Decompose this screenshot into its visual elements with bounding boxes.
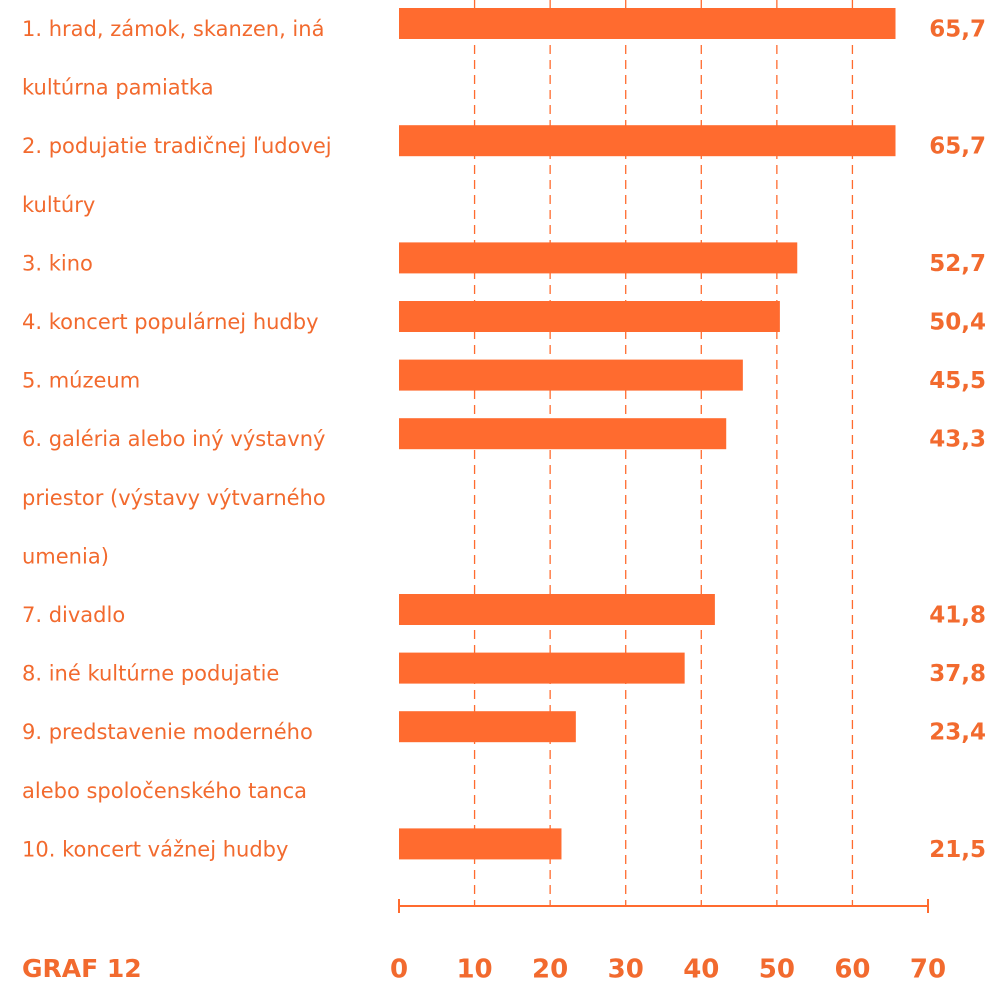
- category-label: 6. galéria alebo iný výstavný: [22, 427, 325, 451]
- value-label: 52,7: [929, 251, 986, 277]
- category-label: alebo spoločenského tanca: [22, 779, 307, 803]
- bar: [399, 594, 715, 625]
- bar: [399, 828, 562, 860]
- category-label: 10. koncert vážnej hudby: [22, 837, 288, 861]
- x-tick-label: 50: [759, 955, 795, 981]
- category-label: 8. iné kultúrne podujatie: [22, 662, 279, 686]
- category-label: 4. koncert populárnej hudby: [22, 310, 319, 334]
- category-label: 1. hrad, zámok, skanzen, iná: [22, 17, 324, 41]
- x-tick-label: 20: [532, 955, 568, 981]
- value-label: 50,4: [929, 310, 986, 336]
- value-label: 21,5: [929, 837, 986, 863]
- category-label: 5. múzeum: [22, 369, 140, 393]
- category-label: kultúrna pamiatka: [22, 76, 214, 100]
- value-label: 37,8: [929, 661, 986, 687]
- chart-title: GRAF 12: [22, 954, 142, 981]
- bar: [399, 359, 743, 391]
- bar: [399, 652, 685, 684]
- bar: [399, 301, 780, 332]
- category-label: 9. predstavenie moderného: [22, 720, 313, 744]
- value-label: 45,5: [929, 368, 986, 394]
- x-tick-label: 30: [608, 955, 644, 981]
- value-label: 43,3: [929, 427, 986, 453]
- value-label: 41,8: [929, 603, 986, 629]
- bar: [399, 8, 896, 39]
- category-label: 7. divadlo: [22, 603, 125, 627]
- x-tick-label: 70: [910, 955, 946, 981]
- bar: [399, 125, 896, 157]
- value-label: 65,7: [929, 17, 986, 43]
- x-tick-label: 40: [683, 955, 719, 981]
- bar: [399, 418, 727, 450]
- category-label: 2. podujatie tradičnej ľudovej: [22, 134, 332, 158]
- x-tick-label: 0: [390, 955, 408, 981]
- value-label: 23,4: [929, 720, 986, 746]
- category-label: priestor (výstavy výtvarného: [22, 486, 326, 510]
- category-label: umenia): [22, 544, 109, 568]
- value-label: 65,7: [929, 134, 986, 160]
- bar: [399, 711, 576, 743]
- x-tick-label: 60: [834, 955, 870, 981]
- x-tick-label: 10: [456, 955, 492, 981]
- category-label: kultúry: [22, 193, 95, 217]
- category-label: 3. kino: [22, 251, 93, 275]
- bar: [399, 242, 798, 274]
